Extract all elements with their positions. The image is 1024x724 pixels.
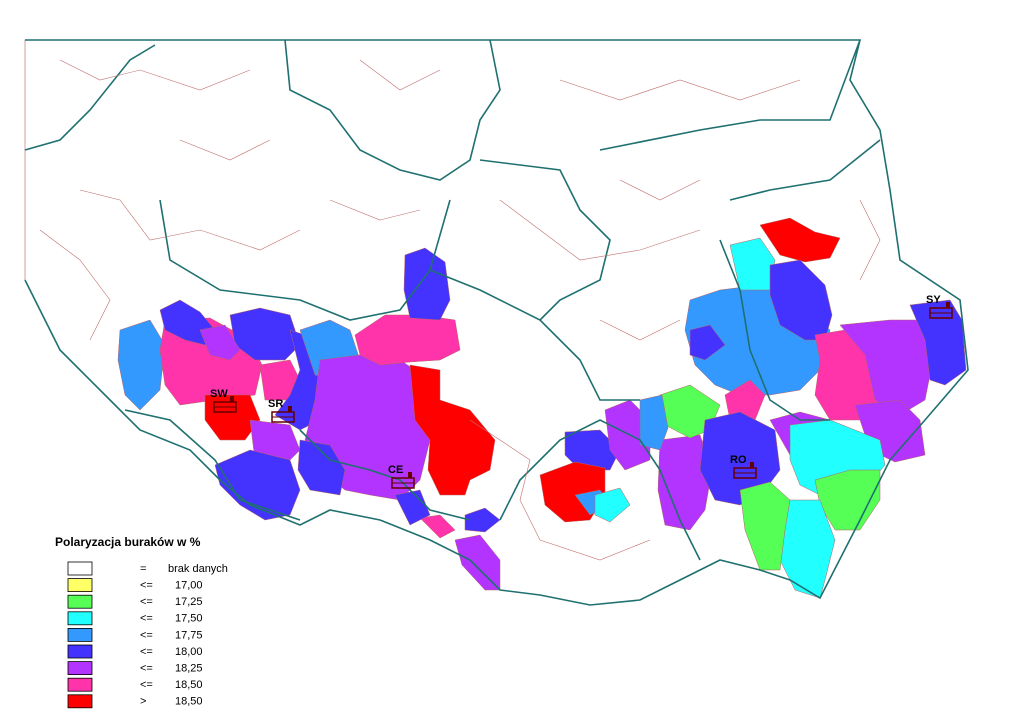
legend-label: 18,50 xyxy=(175,679,203,691)
district xyxy=(594,487,631,523)
district xyxy=(403,247,451,321)
district-border xyxy=(619,179,701,201)
factory-label: RO xyxy=(730,454,747,466)
district xyxy=(739,481,791,571)
legend-operator: = xyxy=(140,563,146,575)
map-borders xyxy=(24,39,969,606)
voivodeship-border xyxy=(24,39,969,606)
legend-swatch xyxy=(67,677,93,692)
map-regions xyxy=(24,39,969,606)
legend-operator: <= xyxy=(140,646,153,658)
district xyxy=(564,429,621,471)
factory-icon xyxy=(408,472,412,478)
district-border xyxy=(469,419,651,561)
voivodeship-border xyxy=(719,239,830,421)
factory-icon xyxy=(750,462,754,468)
legend-label: 17,25 xyxy=(175,596,203,608)
district-border xyxy=(359,59,441,91)
voivodeship-border xyxy=(284,39,501,181)
district-border xyxy=(79,189,301,251)
district-border xyxy=(599,319,681,341)
legend-swatch xyxy=(67,594,93,609)
district xyxy=(409,364,496,496)
legend-swatch xyxy=(67,578,93,592)
district xyxy=(419,514,456,539)
district xyxy=(297,439,346,496)
district xyxy=(639,394,669,451)
legend-operator: <= xyxy=(140,613,153,625)
legend-label: 18,25 xyxy=(175,663,203,675)
legend-operator: <= xyxy=(140,679,153,691)
legend-operator: > xyxy=(140,696,146,708)
district xyxy=(689,324,726,361)
district xyxy=(839,319,936,416)
factory-icon xyxy=(288,406,292,412)
factory-label: SW xyxy=(210,388,228,400)
legend-swatch xyxy=(67,628,93,642)
district-border xyxy=(559,79,801,101)
factory-icon xyxy=(946,302,950,308)
district xyxy=(199,324,241,361)
legend-label: brak danych xyxy=(168,563,228,575)
district xyxy=(354,314,461,366)
legend-label: 18,00 xyxy=(175,646,203,658)
district-border xyxy=(59,59,251,91)
district xyxy=(204,394,261,441)
legend-swatch xyxy=(67,611,93,626)
legend-label: 18,50 xyxy=(175,696,203,708)
factory-label: CE xyxy=(388,464,403,476)
voivodeship-border xyxy=(124,409,301,521)
legend-operator: <= xyxy=(140,596,153,608)
legend-operator: <= xyxy=(140,580,153,592)
district xyxy=(214,449,301,521)
voivodeship-border xyxy=(159,199,451,321)
district-border xyxy=(179,139,271,161)
factory-label: SR xyxy=(268,398,283,410)
legend-operator: <= xyxy=(140,629,153,641)
voivodeship-border xyxy=(429,269,640,401)
district xyxy=(464,507,501,533)
voivodeship-border xyxy=(24,44,156,151)
factory-icon xyxy=(230,396,234,402)
district-border xyxy=(859,199,881,281)
voivodeship-border xyxy=(499,419,661,521)
legend-label: 17,00 xyxy=(175,580,203,592)
legend-swatch xyxy=(67,694,93,709)
district-border xyxy=(39,229,111,341)
legend-label: 17,75 xyxy=(175,629,203,641)
legend-title: Polaryzacja buraków w % xyxy=(55,535,201,549)
district xyxy=(657,434,713,531)
factory-label: SY xyxy=(926,294,941,306)
voivodeship-border xyxy=(299,429,471,521)
legend: Polaryzacja buraków w % = brak danych <= 17… xyxy=(55,535,228,709)
legend-swatch xyxy=(67,644,93,659)
district-border xyxy=(499,199,701,261)
voivodeship-border xyxy=(729,139,881,201)
district-border xyxy=(329,199,421,221)
legend-swatch xyxy=(67,561,93,576)
factories: SW SR CE RO SY xyxy=(210,294,953,489)
legend-swatch xyxy=(67,661,93,675)
district xyxy=(909,299,967,386)
legend-label: 17,50 xyxy=(175,613,203,625)
voivodeship-border xyxy=(659,469,701,561)
voivodeship-border xyxy=(599,39,861,151)
district xyxy=(759,217,841,263)
district xyxy=(117,319,166,411)
voivodeship-border xyxy=(479,159,611,321)
legend-operator: <= xyxy=(140,663,153,675)
